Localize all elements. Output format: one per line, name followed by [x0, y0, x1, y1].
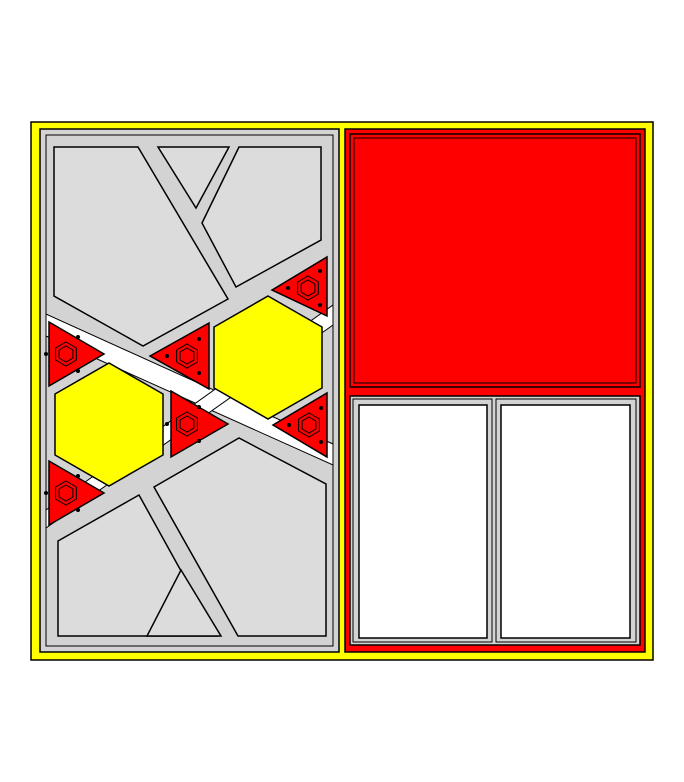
- big-hexagon-lower: [54, 362, 164, 487]
- triangle-tile-bottom: [145, 568, 223, 637]
- small-hexagon-4-outer: [176, 411, 198, 437]
- red-triangle-right-lower: [271, 391, 328, 459]
- hexagon-dot-5-3: [319, 440, 323, 444]
- hexagon-dot-5-1: [287, 423, 291, 427]
- pentagon-tile-bottom-right: [152, 437, 327, 637]
- small-hexagon-1-inner: [300, 279, 316, 297]
- small-hexagon-2-inner: [179, 347, 195, 365]
- hexagon-dot-4-2: [197, 405, 201, 409]
- hexagon-dot-3-1: [44, 352, 48, 356]
- small-hexagon-6-inner: [58, 484, 74, 502]
- hexagon-dot-2-2: [197, 337, 201, 341]
- pentagon-tile-top-right: [201, 146, 322, 289]
- small-hexagon-4-inner: [179, 415, 195, 433]
- red-block-inner: [353, 137, 637, 384]
- red-triangle-center-upper: [148, 321, 210, 391]
- triangle-tile-top: [156, 146, 231, 210]
- small-hexagon-2-outer: [176, 343, 198, 369]
- white-rectangle-left: [358, 404, 488, 639]
- small-hexagon-5-outer: [298, 412, 320, 438]
- hexagon-dot-1-1: [286, 286, 290, 290]
- hexagon-dot-6-2: [76, 474, 80, 478]
- pentagon-tile-top-left: [53, 146, 230, 347]
- big-hexagons: [54, 295, 323, 487]
- small-hexagon-1-outer: [297, 275, 319, 301]
- red-triangle-right-upper: [270, 255, 328, 318]
- hexagon-dot-2-1: [165, 354, 169, 358]
- small-hexagon-3-inner: [58, 345, 74, 363]
- small-hexagon-6-outer: [55, 480, 77, 506]
- hexagon-dot-4-3: [197, 439, 201, 443]
- hexagon-dot-4-1: [165, 422, 169, 426]
- big-hexagon-upper: [213, 295, 323, 420]
- small-hexagon-3-outer: [55, 341, 77, 367]
- small-hexagons: [44, 269, 323, 512]
- hexagon-dot-6-1: [44, 491, 48, 495]
- hexagon-dot-2-3: [197, 371, 201, 375]
- hexagon-dot-5-2: [319, 406, 323, 410]
- lower-tiles: [57, 437, 327, 637]
- small-hexagon-5-inner: [301, 416, 317, 434]
- hexagon-dot-3-3: [76, 369, 80, 373]
- hexagon-dot-1-3: [318, 303, 322, 307]
- hexagon-dot-1-2: [318, 269, 322, 273]
- white-rectangle-right: [500, 404, 631, 639]
- hexagon-dot-6-3: [76, 508, 80, 512]
- hexagon-dot-3-2: [76, 335, 80, 339]
- upper-tiles: [53, 146, 322, 347]
